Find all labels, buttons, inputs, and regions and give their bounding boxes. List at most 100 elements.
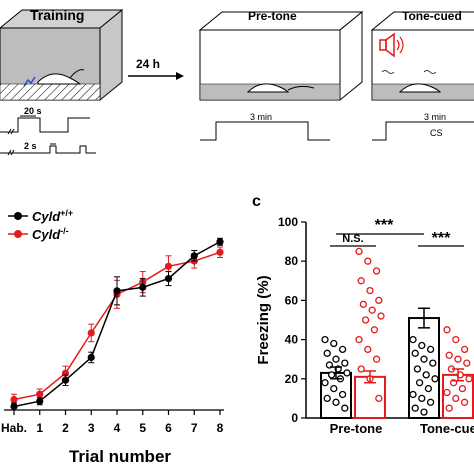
individual-point <box>454 355 462 363</box>
pretone-duration: 3 min <box>250 112 272 122</box>
individual-point <box>426 398 435 406</box>
data-point <box>164 274 173 283</box>
individual-point <box>332 398 340 406</box>
cs-label: CS <box>430 128 443 138</box>
legend-sup-knockout: -/- <box>60 226 69 236</box>
bar <box>408 317 440 420</box>
series-line <box>13 241 221 408</box>
individual-point <box>364 257 372 265</box>
data-point <box>36 390 44 398</box>
data-point <box>10 395 18 404</box>
individual-point <box>431 375 439 383</box>
pretone-label: Pre-tone <box>248 9 297 23</box>
individual-point <box>463 359 471 367</box>
individual-point <box>443 388 451 397</box>
training-chamber <box>0 8 124 102</box>
y-tick-label: 60 <box>285 293 299 307</box>
x-tick-label: 4 <box>114 421 121 435</box>
legend-item-knockout: Cyld-/- <box>8 226 69 242</box>
data-point <box>216 248 224 256</box>
freezing-bar-chart: c Freezing (%) Pre-tone Tone-cued te 0 20… <box>252 193 474 436</box>
timing-2s: 2 s <box>24 141 37 151</box>
x-tick-label: 2 <box>62 421 69 435</box>
group-label-pretone: Pre-tone <box>330 421 383 436</box>
y-tick-label: 20 <box>285 372 299 386</box>
individual-point <box>409 335 417 344</box>
data-point <box>216 238 224 246</box>
individual-point <box>409 390 417 399</box>
individual-point <box>429 359 437 367</box>
individual-point <box>418 341 426 350</box>
legend-item-wildtype: Cyld+/+ <box>8 208 73 224</box>
individual-point <box>465 375 473 383</box>
arrow-head <box>176 72 184 80</box>
individual-point <box>452 335 460 344</box>
individual-point <box>355 247 363 256</box>
individual-point <box>460 345 469 354</box>
bar-y-axis-label: Freezing (%) <box>255 275 272 364</box>
data-point <box>61 376 70 384</box>
individual-point <box>330 384 338 393</box>
training-label: Training <box>30 7 84 23</box>
significance-label: *** <box>432 230 451 247</box>
speaker-icon <box>379 32 404 58</box>
individual-point <box>411 349 419 357</box>
individual-point <box>422 371 430 379</box>
y-tick-label: 40 <box>285 333 299 347</box>
legend-sup-wildtype: +/+ <box>60 208 73 218</box>
tonecued-duration: 3 min <box>424 112 446 122</box>
x-tick-label: 6 <box>165 421 172 435</box>
individual-point <box>338 345 347 354</box>
pretone-timing <box>200 121 330 141</box>
data-point <box>113 287 121 295</box>
tonecued-label: Tone-cued <box>402 9 462 23</box>
protocol-panel: Training 24 h Pre-tone <box>0 7 474 156</box>
individual-point <box>321 335 329 344</box>
individual-point <box>327 371 336 379</box>
y-tick-label: 0 <box>291 411 298 425</box>
data-point <box>36 397 44 405</box>
individual-point <box>368 306 376 314</box>
panel-letter-c: c <box>252 193 261 210</box>
legend: Cyld+/+ Cyld-/- <box>8 208 73 242</box>
individual-point <box>357 365 365 373</box>
data-point <box>10 402 18 411</box>
x-tick-label: 3 <box>88 421 95 435</box>
data-point <box>87 353 95 362</box>
individual-point <box>420 408 428 416</box>
y-tick-label: 100 <box>278 215 298 229</box>
individual-point <box>375 296 383 305</box>
individual-point <box>372 267 381 275</box>
x-tick-label: 1 <box>36 421 43 435</box>
individual-point <box>443 326 451 334</box>
line-x-axis-label: Trial number <box>69 447 171 466</box>
individual-point <box>321 379 329 387</box>
pretone-chamber <box>198 10 364 102</box>
individual-point <box>452 394 460 403</box>
individual-point <box>418 394 426 403</box>
legend-label-knockout: Cyld-/- <box>32 226 69 242</box>
individual-point <box>364 345 372 354</box>
individual-point <box>323 394 331 403</box>
legend-label-wildtype: Cyld+/+ <box>32 208 73 224</box>
individual-point <box>415 379 424 387</box>
x-tick-label: Hab. <box>1 421 27 435</box>
individual-point <box>445 351 453 359</box>
tonecued-chamber <box>370 11 474 101</box>
individual-point <box>359 300 368 308</box>
individual-point <box>445 404 453 412</box>
significance-label: *** <box>375 217 394 234</box>
individual-point <box>377 312 385 320</box>
tonecued-timing <box>372 121 474 141</box>
x-tick-label: 5 <box>139 421 146 435</box>
acquisition-line-chart: Trial number Cyld+/+ Cyld-/- Hab. 1 2 3 4 5 6 7… <box>1 208 224 466</box>
individual-point <box>341 359 349 367</box>
individual-point <box>420 355 428 363</box>
individual-point <box>338 390 347 399</box>
data-point <box>139 283 147 291</box>
x-tick-label: 8 <box>217 421 224 435</box>
data-point <box>87 329 95 337</box>
individual-point <box>341 404 349 412</box>
individual-point <box>330 339 338 348</box>
